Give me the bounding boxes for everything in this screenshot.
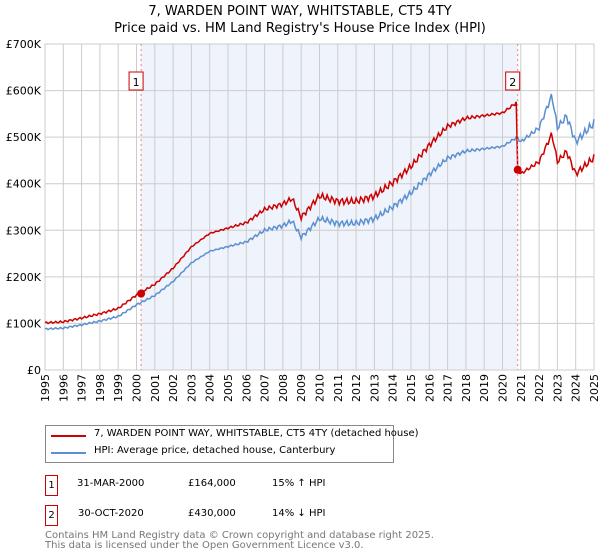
sale-label: 2 xyxy=(509,76,516,89)
sale-point xyxy=(137,289,146,298)
sale-label-box xyxy=(128,71,144,91)
x-tick-label: 1999 xyxy=(112,374,125,402)
x-tick-label: 2021 xyxy=(515,374,528,402)
sale-point xyxy=(513,165,522,174)
sale-label: 1 xyxy=(133,76,140,89)
y-tick-label: £400K xyxy=(6,178,42,191)
x-tick-label: 2018 xyxy=(460,374,473,402)
hpi-line xyxy=(44,93,595,331)
y-tick-label: £700K xyxy=(6,38,42,51)
x-tick-label: 2001 xyxy=(149,374,162,402)
chart-subtitle: Price paid vs. HM Land Registry's House … xyxy=(114,21,486,36)
legend-hpi-label: HPI: Average price, detached house, Cant… xyxy=(94,445,336,456)
x-tick-label: 2013 xyxy=(368,374,381,402)
sale-hpi-diff: 14% ↓ HPI xyxy=(272,508,326,519)
footer: Contains HM Land Registry data © Crown c… xyxy=(45,531,434,551)
chart-title: 7, WARDEN POINT WAY, WHITSTABLE, CT5 4TY xyxy=(148,4,452,19)
y-tick-label: £300K xyxy=(6,224,42,237)
ownership-shade xyxy=(141,44,518,370)
x-tick-label: 2008 xyxy=(277,374,290,402)
x-tick-label: 2003 xyxy=(185,374,198,402)
legend-hpi-swatch xyxy=(51,452,86,454)
x-tick-label: 2011 xyxy=(332,374,345,402)
y-tick-label: £100K xyxy=(6,317,42,330)
sale-date: 31-MAR-2000 xyxy=(77,478,145,489)
x-tick-label: 2000 xyxy=(131,374,144,402)
x-tick-label: 2010 xyxy=(314,374,327,402)
plot-border xyxy=(44,43,595,371)
x-tick-label: 2016 xyxy=(423,374,436,402)
legend-property-label: 7, WARDEN POINT WAY, WHITSTABLE, CT5 4TY… xyxy=(94,428,419,439)
x-tick-label: 2006 xyxy=(240,374,253,402)
x-tick-label: 2002 xyxy=(167,374,180,402)
sale-marker-1: 1 xyxy=(45,475,58,496)
x-tick-label: 1996 xyxy=(57,374,70,402)
sale-price: £430,000 xyxy=(188,508,236,519)
x-tick-label: 2022 xyxy=(533,374,546,402)
sale-hpi-diff: 15% ↑ HPI xyxy=(272,478,326,489)
sale-date: 30-OCT-2020 xyxy=(78,508,144,519)
x-tick-label: 2015 xyxy=(405,374,418,402)
y-tick-label: £600K xyxy=(6,85,42,98)
x-tick-label: 2004 xyxy=(204,374,217,402)
footer-line-1: Contains HM Land Registry data © Crown c… xyxy=(45,530,434,541)
x-tick-label: 2005 xyxy=(222,374,235,402)
y-tick-label: £0 xyxy=(27,364,41,377)
x-tick-label: 2017 xyxy=(442,374,455,402)
sale-label-box xyxy=(505,71,521,91)
x-tick-label: 2024 xyxy=(570,374,583,402)
x-tick-label: 2025 xyxy=(588,374,600,402)
x-tick-label: 2020 xyxy=(497,374,510,402)
x-tick-label: 2014 xyxy=(387,374,400,402)
x-tick-label: 2019 xyxy=(478,374,491,402)
x-tick-label: 2012 xyxy=(350,374,363,402)
x-tick-label: 2007 xyxy=(259,374,272,402)
property-line xyxy=(44,101,595,325)
x-tick-label: 1997 xyxy=(76,374,89,402)
legend-property-swatch xyxy=(51,435,86,437)
x-tick-label: 1998 xyxy=(94,374,107,402)
y-tick-label: £500K xyxy=(6,131,42,144)
sale-marker-2: 2 xyxy=(45,505,58,526)
legend: 7, WARDEN POINT WAY, WHITSTABLE, CT5 4TY… xyxy=(45,425,419,463)
x-tick-label: 2009 xyxy=(295,374,308,402)
y-tick-label: £200K xyxy=(6,271,42,284)
price-chart: £0 £100K £200K £300K £400K £500K £600K £700K 199… xyxy=(6,38,600,402)
sale-price: £164,000 xyxy=(188,478,236,489)
x-tick-label: 1995 xyxy=(39,374,52,402)
x-tick-label: 2023 xyxy=(551,374,564,402)
footer-line-2: This data is licensed under the Open Gov… xyxy=(45,540,364,551)
